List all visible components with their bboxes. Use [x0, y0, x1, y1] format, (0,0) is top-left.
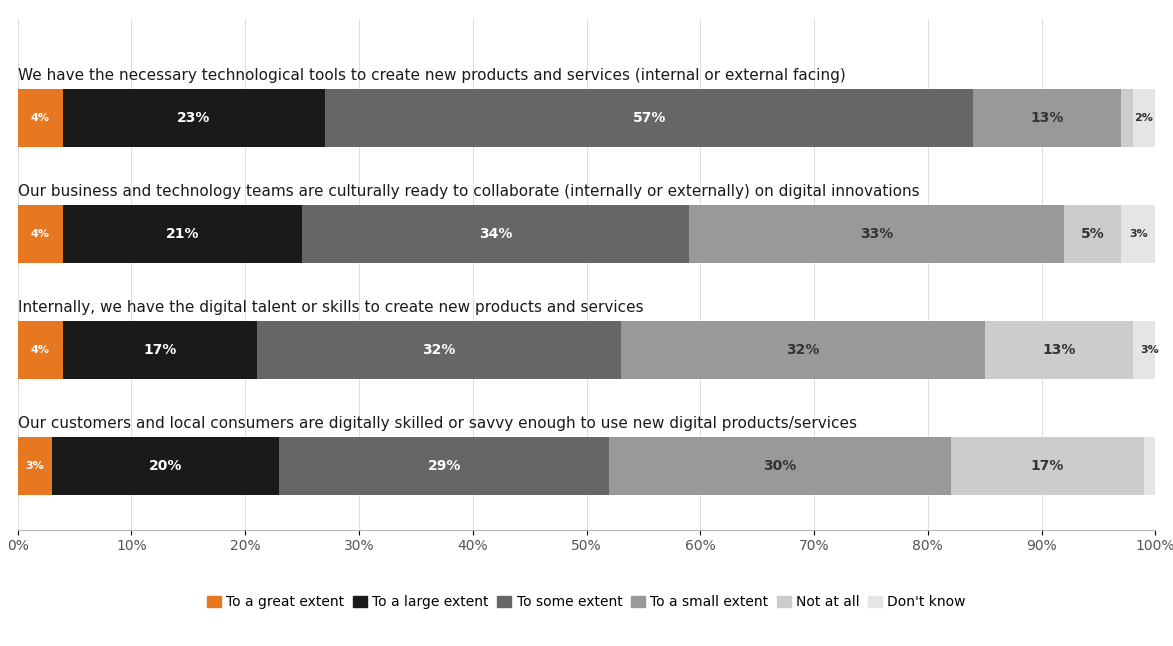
Bar	[1144, 437, 1155, 495]
Text: 3%: 3%	[1140, 345, 1159, 355]
Text: 3%: 3%	[1128, 229, 1147, 239]
Text: 17%: 17%	[1031, 459, 1064, 473]
Legend: To a great extent, To a large extent, To some extent, To a small extent, Not at : To a great extent, To a large extent, To…	[202, 590, 971, 614]
Text: 20%: 20%	[149, 459, 182, 473]
Bar	[63, 89, 325, 147]
Text: 23%: 23%	[177, 111, 211, 125]
Text: Our customers and local consumers are digitally skilled or savvy enough to use n: Our customers and local consumers are di…	[18, 416, 856, 431]
Bar	[974, 89, 1121, 147]
Text: 30%: 30%	[764, 459, 796, 473]
Text: Internally, we have the digital talent or skills to create new products and serv: Internally, we have the digital talent o…	[18, 300, 643, 315]
Bar	[63, 321, 257, 379]
Text: 21%: 21%	[165, 227, 199, 241]
Text: Our business and technology teams are culturally ready to collaborate (internall: Our business and technology teams are cu…	[18, 184, 920, 199]
Text: 29%: 29%	[428, 459, 461, 473]
Text: 13%: 13%	[1042, 343, 1076, 357]
Bar	[325, 89, 974, 147]
Bar	[303, 205, 689, 263]
Bar	[1133, 89, 1155, 147]
Text: 32%: 32%	[422, 343, 455, 357]
Bar	[621, 321, 985, 379]
Bar	[609, 437, 950, 495]
Text: 17%: 17%	[143, 343, 176, 357]
Bar	[985, 321, 1133, 379]
Text: 4%: 4%	[30, 229, 49, 239]
Text: 34%: 34%	[479, 227, 513, 241]
Text: 13%: 13%	[1031, 111, 1064, 125]
Bar	[279, 437, 609, 495]
Bar	[18, 205, 63, 263]
Text: 33%: 33%	[860, 227, 894, 241]
Bar	[257, 321, 621, 379]
Bar	[689, 205, 1064, 263]
Bar	[52, 437, 279, 495]
Text: 57%: 57%	[632, 111, 666, 125]
Text: 32%: 32%	[786, 343, 820, 357]
Bar	[1121, 205, 1155, 263]
Text: 4%: 4%	[30, 345, 49, 355]
Text: We have the necessary technological tools to create new products and services (i: We have the necessary technological tool…	[18, 68, 846, 83]
Bar	[1064, 205, 1121, 263]
Bar	[18, 321, 63, 379]
Bar	[1121, 89, 1133, 147]
Bar	[950, 437, 1144, 495]
Text: 4%: 4%	[30, 113, 49, 123]
Bar	[63, 205, 303, 263]
Text: 3%: 3%	[26, 461, 45, 471]
Bar	[18, 437, 52, 495]
Text: 2%: 2%	[1134, 113, 1153, 123]
Bar	[18, 89, 63, 147]
Bar	[1133, 321, 1167, 379]
Text: 5%: 5%	[1082, 227, 1105, 241]
